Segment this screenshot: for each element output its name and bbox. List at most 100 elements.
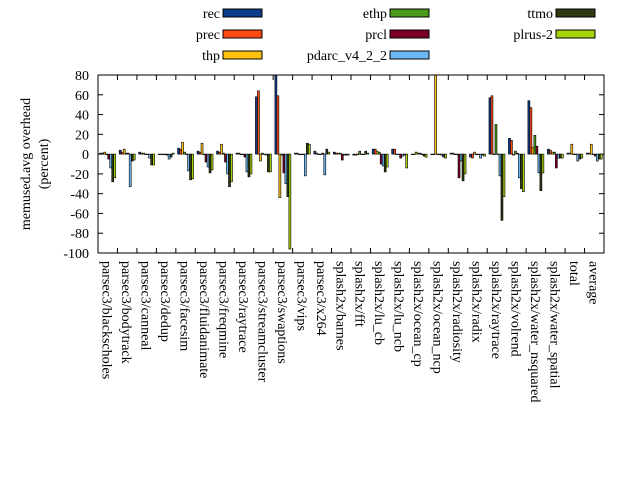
y-tick-label: -100	[63, 247, 89, 262]
bar-plrus-2-8	[269, 153, 272, 173]
bar-rec-7	[235, 152, 239, 155]
bar-thp-4	[181, 141, 184, 155]
y-tick-label: -60	[70, 207, 89, 222]
x-tick-label: splash2x/barnes	[332, 261, 347, 350]
y-tick-label: 60	[75, 89, 89, 104]
bar-ttmo-0	[111, 153, 115, 183]
bar-prec-2	[140, 152, 143, 155]
bar-prec-19	[471, 153, 474, 159]
bar-prcl-11	[321, 152, 325, 155]
y-axis-label: (percent)	[37, 138, 52, 189]
y-tick-label: 20	[75, 128, 89, 143]
bar-prec-5	[198, 151, 202, 155]
x-tick-label: total	[566, 261, 581, 286]
bar-thp-21	[512, 153, 515, 156]
bar-plrus-2-17	[444, 153, 447, 159]
bar-pdarc_v4_2_2-19	[479, 153, 482, 159]
legend-label-ttmo: ttmo	[527, 7, 553, 22]
x-tick-label: splash2x/lu_ncb	[391, 261, 406, 352]
bar-prcl-21	[516, 152, 519, 155]
x-tick-label: parsec3/fluidanimate	[196, 261, 211, 378]
bar-prcl-3	[165, 153, 169, 156]
bar-pdarc_v4_2_2-4	[187, 153, 190, 172]
bar-pdarc_v4_2_2-6	[226, 153, 229, 175]
bar-plrus-2-10	[308, 143, 311, 155]
bar-prec-18	[451, 152, 455, 155]
bar-thp-0	[103, 151, 107, 155]
x-tick-label: parsec3/facesim	[177, 261, 192, 351]
bar-ttmo-13	[364, 150, 368, 155]
bar-prec-21	[510, 139, 513, 155]
bar-thp-3	[161, 153, 165, 155]
bar-ethp-6	[222, 152, 225, 155]
bar-ethp-14	[377, 151, 381, 155]
bar-plrus-2-16	[424, 153, 428, 158]
bar-prcl-23	[555, 153, 558, 169]
bar-thp-8	[259, 153, 262, 162]
bar-ethp-5	[202, 153, 206, 155]
x-tick-label: parsec3/vips	[293, 261, 308, 331]
bar-prec-10	[296, 152, 299, 155]
bar-plrus-2-1	[132, 153, 136, 161]
bar-thp-5	[200, 142, 204, 155]
bar-ttmo-1	[130, 153, 134, 162]
bar-ethp-12	[338, 152, 342, 155]
bar-thp-7	[239, 153, 243, 155]
x-tick-label: splash2x/fft	[352, 261, 367, 327]
legend-swatch-prec	[222, 29, 263, 39]
bar-prcl-22	[535, 145, 539, 155]
bar-ethp-2	[144, 153, 147, 155]
bar-plrus-2-2	[152, 153, 155, 166]
bar-pdarc_v4_2_2-1	[128, 153, 132, 188]
x-tick-label: parsec3/streamcluster	[254, 261, 269, 383]
bar-ttmo-11	[325, 148, 329, 155]
x-tick-label: parsec3/blackscholes	[99, 261, 114, 379]
bar-plrus-2-25	[599, 153, 603, 160]
bar-plrus-2-23	[561, 153, 564, 159]
x-tick-label: splash2x/volrend	[507, 261, 522, 357]
x-tick-label: parsec3/dedup	[157, 261, 172, 342]
bar-plrus-2-18	[463, 153, 467, 175]
bar-ethp-13	[358, 150, 362, 155]
bar-thp-25	[589, 143, 593, 155]
bar-prec-3	[159, 153, 163, 155]
bar-ethp-8	[261, 152, 264, 155]
y-tick-label: -40	[70, 188, 89, 203]
bar-thp-19	[473, 151, 476, 155]
bar-plrus-2-21	[522, 153, 525, 192]
bar-plrus-2-0	[113, 153, 117, 179]
bar-prcl-5	[204, 153, 208, 163]
legend-swatch-thp	[222, 50, 263, 60]
bar-ttmo-7	[247, 153, 251, 178]
bar-prec-15	[393, 148, 396, 155]
bar-plrus-2-24	[580, 153, 584, 159]
x-tick-label: parsec3/bodytrack	[118, 261, 133, 364]
bar-prec-4	[179, 148, 182, 155]
y-tick-label: -20	[70, 168, 89, 183]
bar-rec-5	[196, 150, 200, 155]
x-tick-label: splash2x/raytrace	[488, 261, 503, 359]
bar-prcl-7	[243, 153, 247, 158]
bar-prec-6	[218, 151, 221, 155]
bar-thp-17	[434, 74, 437, 155]
legend-label-prcl: prcl	[365, 28, 387, 43]
bar-plrus-2-4	[191, 153, 194, 180]
bar-rec-4	[177, 147, 180, 155]
bar-ethp-0	[105, 153, 109, 155]
bar-pdarc_v4_2_2-0	[109, 153, 113, 169]
bar-prec-22	[529, 107, 533, 155]
bar-ethp-1	[124, 152, 128, 155]
bar-ttmo-6	[228, 153, 231, 188]
legend-swatch-pdarc_v4_2_2	[389, 50, 430, 60]
legend-swatch-ethp	[389, 8, 430, 18]
bar-pdarc_v4_2_2-3	[167, 153, 171, 160]
x-tick-label: splash2x/ocean_ncp	[430, 261, 445, 374]
y-axis-label: memused.avg overhead	[19, 98, 34, 230]
bar-prcl-4	[185, 153, 188, 155]
bar-prcl-16	[418, 152, 422, 155]
bar-rec-2	[138, 151, 141, 155]
bar-ttmo-3	[169, 153, 173, 158]
bar-thp-24	[570, 143, 574, 155]
bar-ethp-22	[533, 135, 537, 155]
bar-thp-9	[278, 153, 282, 198]
